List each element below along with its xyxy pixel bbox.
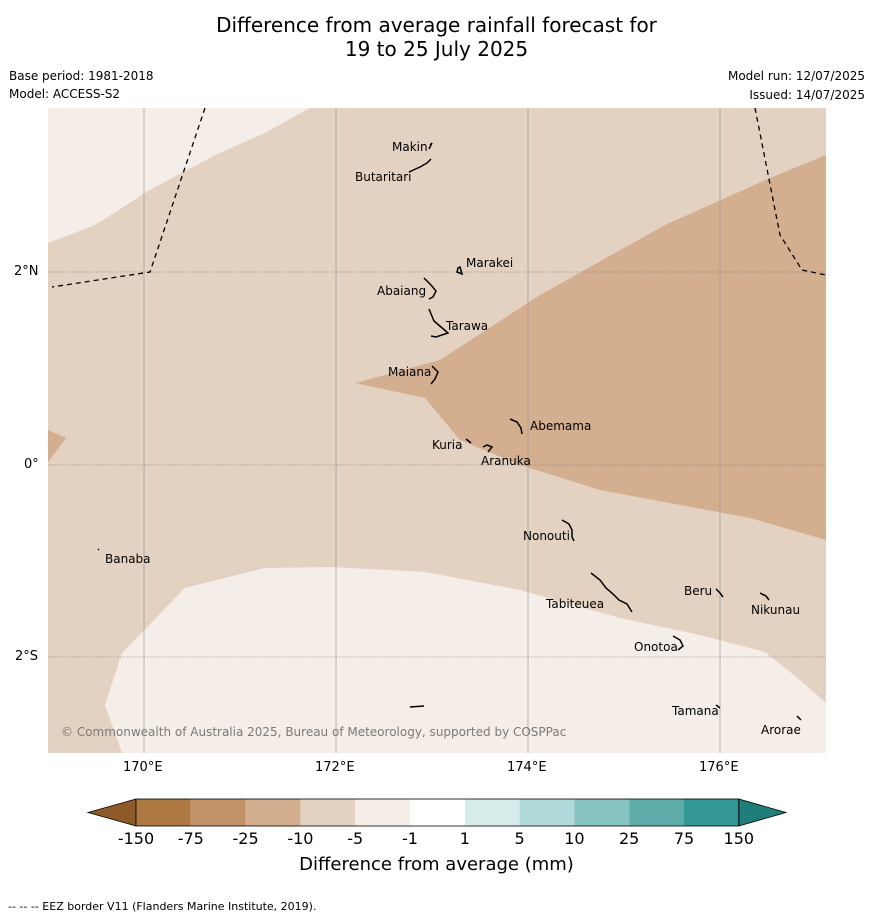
band-minus5-minus1-north: [48, 108, 310, 243]
label-aranuka: Aranuka: [481, 454, 531, 468]
copyright: © Commonwealth of Australia 2025, Bureau…: [61, 725, 566, 739]
eez-border: [51, 108, 826, 288]
model-run: Model run: 12/07/2025: [727, 69, 865, 83]
colorbar-tick-label: 1: [459, 829, 470, 848]
label-tarawa: Tarawa: [445, 319, 488, 333]
colorbar-segment: [136, 799, 191, 826]
lat-label-2s: 2°S: [15, 649, 39, 664]
colorbar-segment: [464, 799, 520, 826]
colorbar-segment: [519, 799, 575, 826]
colorbar: [86, 798, 788, 827]
label-maiana: Maiana: [388, 365, 431, 379]
colorbar-tick-label: 150: [723, 829, 755, 848]
colorbar-segment: [629, 799, 684, 826]
colorbar-tick-label: -75: [177, 829, 204, 848]
label-makin: Makin: [392, 140, 428, 154]
band-minus5-minus1-south: [105, 567, 826, 753]
colorbar-tick-label: 75: [673, 829, 695, 848]
colorbar-extend-low: [86, 798, 137, 827]
colorbar-tick-label: 10: [564, 829, 585, 848]
islands: [97, 142, 802, 721]
title-line-1: Difference from average rainfall forecas…: [216, 13, 657, 37]
eez-footnote: -- -- -- EEZ border V11 (Flanders Marine…: [8, 900, 317, 913]
label-abemama: Abemama: [530, 419, 591, 433]
gridlines: [143, 108, 721, 753]
colorbar-segment: [410, 799, 465, 826]
colorbar-tick-label: -5: [347, 829, 364, 848]
colorbar-segment: [190, 799, 246, 826]
label-onotoa: Onotoa: [634, 640, 678, 654]
colorbar-title: Difference from average (mm): [299, 854, 574, 875]
colorbar-segment: [245, 799, 301, 826]
lon-label-170e: 170°E: [123, 760, 163, 775]
label-arorae: Arorae: [761, 723, 801, 737]
label-butaritari: Butaritari: [355, 170, 412, 184]
label-abaiang: Abaiang: [377, 284, 426, 298]
colorbar-tick-label: -10: [287, 829, 314, 848]
colorbar-tick-label: 5: [514, 829, 525, 848]
colorbar-tick-label: 25: [619, 829, 640, 848]
model-name: Model: ACCESS-S2: [9, 87, 121, 101]
label-beru: Beru: [684, 584, 712, 598]
lat-label-2n: 2°N: [14, 264, 39, 279]
colorbar-segment: [300, 799, 356, 826]
label-banaba: Banaba: [105, 552, 151, 566]
lon-label-174e: 174°E: [507, 760, 547, 775]
colorbar-segment: [355, 799, 410, 826]
map-panel: Makin Butaritari Marakei Abaiang Tarawa …: [48, 108, 826, 753]
colorbar-tick-label: -25: [232, 829, 259, 848]
issued-date: Issued: 14/07/2025: [749, 88, 865, 102]
band-minus25-minus10-west: [48, 430, 66, 462]
colorbar-extend-high: [738, 798, 788, 827]
colorbar-segment: [684, 799, 739, 826]
band-minus25-minus10: [355, 155, 826, 540]
label-tabiteuea: Tabiteuea: [545, 597, 604, 611]
colorbar-tick-label: -150: [117, 829, 155, 848]
lon-label-176e: 176°E: [699, 760, 739, 775]
label-marakei: Marakei: [466, 256, 513, 270]
label-kuria: Kuria: [432, 438, 463, 452]
title-line-2: 19 to 25 July 2025: [344, 37, 529, 61]
label-nonouti: Nonouti: [523, 529, 570, 543]
colorbar-tick-label: -1: [402, 829, 418, 848]
label-tamana: Tamana: [671, 704, 719, 718]
label-nikunau: Nikunau: [751, 603, 800, 617]
lon-label-172e: 172°E: [315, 760, 355, 775]
base-period: Base period: 1981-2018: [9, 69, 154, 83]
lat-label-0: 0°: [24, 457, 39, 472]
colorbar-segment: [574, 799, 630, 826]
